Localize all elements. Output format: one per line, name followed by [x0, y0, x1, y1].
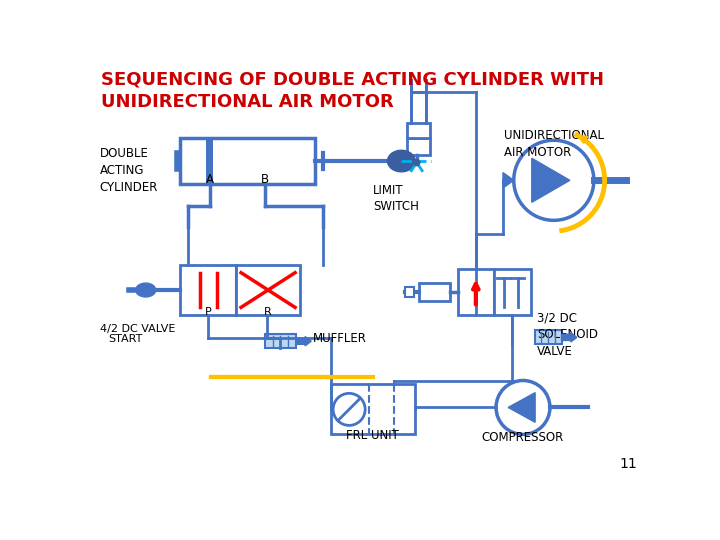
Bar — [407, 123, 430, 138]
Polygon shape — [508, 393, 535, 422]
Bar — [180, 138, 315, 184]
Text: R: R — [264, 307, 271, 316]
Bar — [180, 265, 236, 315]
Bar — [534, 330, 562, 345]
Text: START: START — [109, 334, 143, 345]
Text: P: P — [204, 307, 211, 316]
Bar — [330, 384, 415, 434]
FancyArrow shape — [562, 333, 577, 342]
Text: SEQUENCING OF DOUBLE ACTING CYLINDER WITH
UNIDIRECTIONAL AIR MOTOR: SEQUENCING OF DOUBLE ACTING CYLINDER WIT… — [101, 71, 604, 111]
Text: COMPRESSOR: COMPRESSOR — [482, 430, 564, 444]
FancyArrow shape — [296, 336, 311, 346]
Bar — [405, 287, 415, 296]
Circle shape — [514, 140, 594, 220]
Bar — [265, 334, 296, 348]
Polygon shape — [503, 173, 514, 188]
Text: B: B — [261, 173, 269, 186]
Text: 3/2 DC
SOLENOID
VALVE: 3/2 DC SOLENOID VALVE — [537, 311, 598, 358]
Text: 11: 11 — [619, 457, 637, 471]
Text: FRL UNIT: FRL UNIT — [346, 429, 400, 442]
Text: UNIDIRECTIONAL
AIR MOTOR: UNIDIRECTIONAL AIR MOTOR — [504, 129, 604, 159]
Ellipse shape — [135, 283, 156, 297]
Circle shape — [333, 393, 365, 426]
Text: LIMIT
SWITCH: LIMIT SWITCH — [373, 184, 419, 213]
Bar — [206, 138, 213, 184]
Circle shape — [414, 159, 420, 166]
Bar — [457, 269, 494, 315]
Polygon shape — [532, 158, 570, 202]
Text: DOUBLE
ACTING
CYLINDER: DOUBLE ACTING CYLINDER — [99, 147, 158, 194]
Text: 4/2 DC VALVE: 4/2 DC VALVE — [99, 325, 175, 334]
Bar — [494, 269, 531, 315]
Ellipse shape — [387, 150, 415, 172]
Bar — [419, 283, 450, 301]
Text: MUFFLER: MUFFLER — [312, 332, 366, 345]
Bar — [407, 138, 430, 155]
Text: A: A — [206, 173, 214, 186]
Bar — [236, 265, 300, 315]
Circle shape — [496, 381, 550, 434]
